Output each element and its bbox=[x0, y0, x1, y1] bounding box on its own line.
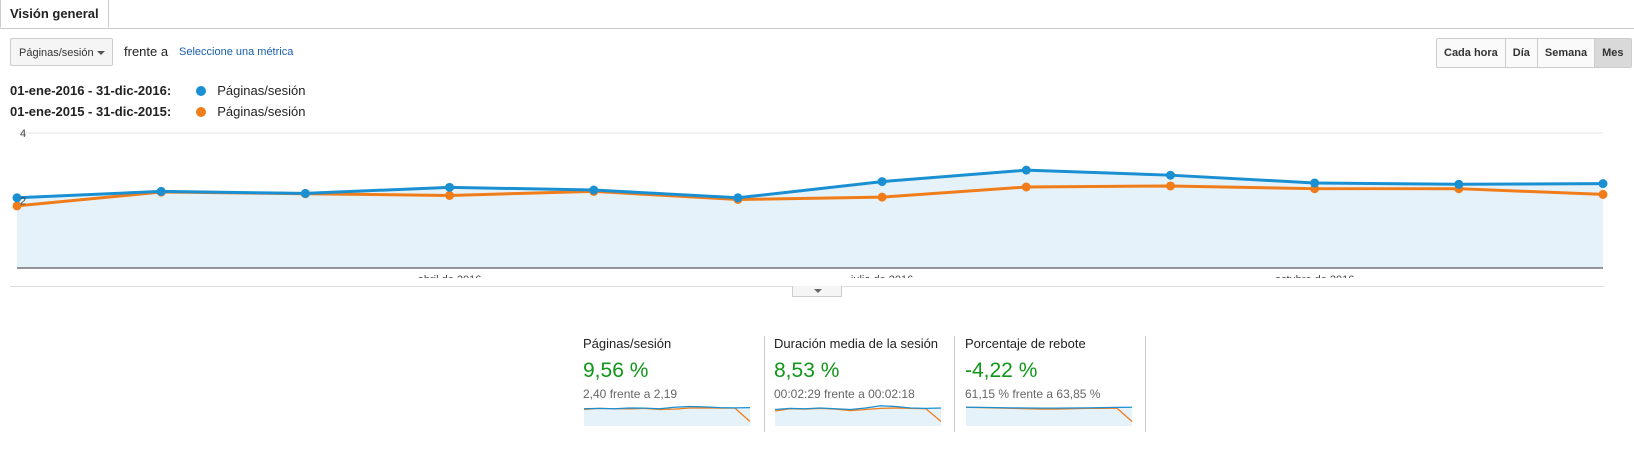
spark-area bbox=[584, 406, 750, 426]
y-tick-label: 2 bbox=[20, 196, 26, 208]
scorecard-avg-session-duration[interactable]: Duración media de la sesión 8,53 % 00:02… bbox=[774, 336, 954, 432]
data-point[interactable] bbox=[1454, 179, 1464, 189]
scorecard-pages-per-session[interactable]: Páginas/sesión 9,56 % 2,40 frente a 2,19 bbox=[583, 336, 763, 432]
legend-range: 01-ene-2015 - 31-dic-2015: bbox=[10, 104, 172, 119]
series-line bbox=[16, 168, 1604, 200]
data-point[interactable] bbox=[1165, 181, 1175, 191]
line-chart: 4 2... abril de 2016 julio de 2016 octubre d… bbox=[12, 128, 1608, 278]
scorecard-divider bbox=[1145, 336, 1146, 432]
spark-area bbox=[775, 405, 941, 426]
tab-bar: Visión general bbox=[0, 0, 1634, 29]
select-metric-link[interactable]: Seleccione una métrica bbox=[179, 46, 294, 58]
tab-overview[interactable]: Visión general bbox=[0, 0, 109, 28]
series-dot-icon bbox=[195, 107, 206, 117]
x-tick-label: octubre de 2016 bbox=[1275, 274, 1355, 278]
data-point[interactable] bbox=[1598, 189, 1608, 199]
data-point[interactable] bbox=[300, 188, 310, 198]
week-button[interactable]: Semana bbox=[1537, 39, 1596, 67]
sparkline bbox=[965, 406, 1133, 426]
data-point[interactable] bbox=[1165, 170, 1175, 180]
chevron-down-icon bbox=[97, 51, 105, 55]
legend-series-name: Páginas/sesión bbox=[217, 104, 306, 119]
legend-series-name: Páginas/sesión bbox=[217, 83, 306, 98]
sparkline bbox=[583, 405, 751, 426]
scorecard-name: Porcentaje de rebote bbox=[965, 336, 1086, 351]
scorecard-bounce-rate[interactable]: Porcentaje de rebote -4,22 % 61,15 % fre… bbox=[965, 336, 1145, 432]
scorecard-comparison: 2,40 frente a 2,19 bbox=[583, 387, 678, 401]
spark-line-current bbox=[583, 405, 751, 410]
y-tick-label: 4 bbox=[20, 128, 26, 140]
scorecard-comparison: 00:02:29 frente a 00:02:18 bbox=[774, 387, 915, 401]
hourly-button[interactable]: Cada hora bbox=[1437, 39, 1506, 67]
metric-select-value: Páginas/sesión bbox=[19, 47, 94, 59]
data-point[interactable] bbox=[1310, 178, 1320, 188]
data-point[interactable] bbox=[12, 201, 22, 211]
vs-label: frente a bbox=[124, 44, 169, 59]
x-tick-label: abril de 2016 bbox=[418, 274, 482, 278]
data-point[interactable] bbox=[877, 177, 887, 187]
data-point[interactable] bbox=[445, 182, 455, 192]
data-point[interactable] bbox=[156, 186, 166, 196]
scorecard-name: Duración media de la sesión bbox=[774, 336, 939, 351]
scorecard-comparison: 61,15 % frente a 63,85 % bbox=[965, 387, 1101, 401]
data-point[interactable] bbox=[445, 190, 455, 200]
spark-line-current bbox=[965, 406, 1133, 409]
legend-row-previous: 01-ene-2015 - 31-dic-2015: Páginas/sesió… bbox=[10, 103, 305, 121]
sparkline bbox=[774, 405, 942, 426]
chart-toggle-button[interactable] bbox=[792, 286, 842, 297]
scorecard-change: -4,22 % bbox=[965, 359, 1038, 382]
scorecard-divider bbox=[764, 336, 765, 432]
spark-area bbox=[966, 407, 1132, 426]
data-point[interactable] bbox=[1021, 165, 1031, 175]
x-tick-label: julio de 2016 bbox=[850, 274, 913, 278]
data-point[interactable] bbox=[877, 192, 887, 202]
chevron-down-icon bbox=[814, 289, 822, 293]
scorecard-name: Páginas/sesión bbox=[583, 336, 672, 351]
metric-select[interactable]: Páginas/sesión bbox=[10, 38, 113, 66]
scorecard-change: 8,53 % bbox=[774, 359, 840, 382]
data-point[interactable] bbox=[1598, 179, 1608, 189]
legend-row-current: 01-ene-2016 - 31-dic-2016: Páginas/sesió… bbox=[10, 82, 305, 100]
granularity-buttons: Cada hora Día Semana Mes bbox=[1436, 38, 1632, 68]
data-point[interactable] bbox=[12, 193, 22, 203]
x-tick-label: ... bbox=[13, 274, 22, 278]
spark-line-current bbox=[774, 405, 942, 411]
month-button[interactable]: Mes bbox=[1595, 39, 1631, 67]
scorecard-change: 9,56 % bbox=[583, 359, 649, 382]
data-point[interactable] bbox=[733, 193, 743, 203]
data-point[interactable] bbox=[589, 185, 599, 195]
scorecard-divider bbox=[954, 336, 955, 432]
day-button[interactable]: Día bbox=[1505, 39, 1538, 67]
series-dot-icon bbox=[195, 86, 206, 96]
legend-range: 01-ene-2016 - 31-dic-2016: bbox=[10, 83, 172, 98]
data-point[interactable] bbox=[1021, 182, 1031, 192]
